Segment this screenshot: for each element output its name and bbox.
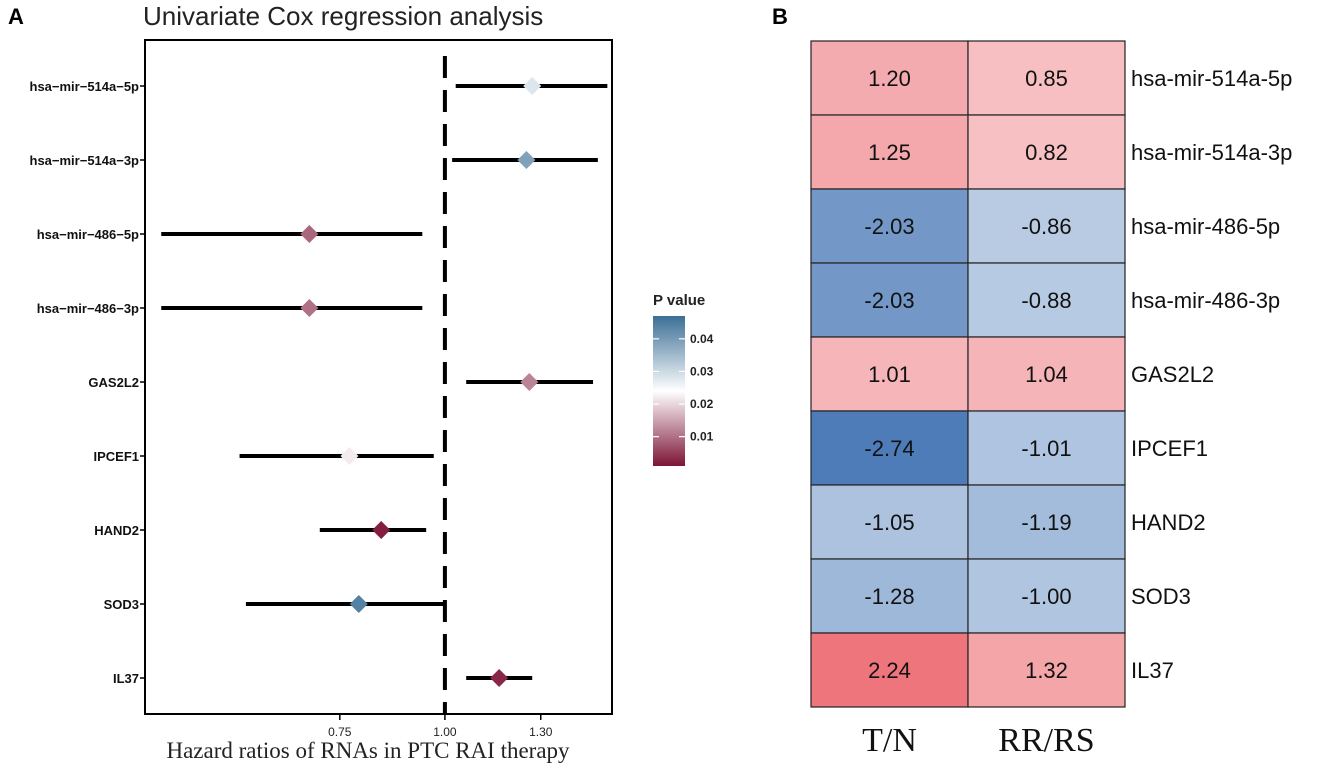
y-tick-label: SOD3 [104, 597, 139, 612]
heatmap-cell [810, 410, 969, 486]
y-tick-label: IPCEF1 [93, 449, 139, 464]
heatmap-cell [810, 40, 969, 116]
x-tick-label: 1.30 [529, 725, 553, 739]
hr-point [349, 595, 368, 613]
panel-b-heatmap: B 1.20 0.85 hsa-mir-514a-5p 1.25 0.82 hsa-mir… [772, 4, 1292, 759]
hr-point [300, 299, 319, 317]
hr-point [490, 669, 509, 687]
heatmap-cell [810, 336, 969, 412]
heatmap-cell-value: -1.00 [1021, 584, 1071, 609]
hr-point [300, 225, 319, 243]
heatmap-cell-value: -2.03 [864, 214, 914, 239]
forest-x-axis-label: Hazard ratios of RNAs in PTC RAI therapy [166, 738, 570, 763]
panel-a-letter: A [8, 4, 24, 29]
heatmap-cell [810, 114, 969, 190]
heatmap-cell [810, 262, 969, 338]
legend-tick-label: 0.02 [690, 397, 714, 411]
heatmap-cell [967, 336, 1126, 412]
hr-point [340, 447, 359, 465]
legend-tick-label: 0.04 [690, 332, 714, 346]
heatmap-cell [967, 188, 1126, 264]
heatmap-cell-value: 1.25 [868, 140, 911, 165]
heatmap-row-label: hsa-mir-514a-5p [1131, 66, 1292, 91]
legend-ticks: 0.04 0.03 0.02 0.01 [653, 332, 714, 444]
heatmap-row-label: SOD3 [1131, 584, 1191, 609]
heatmap-cell [967, 558, 1126, 634]
y-tick-label: HAND2 [94, 523, 139, 538]
y-tick-label: hsa−mir−514a−5p [30, 79, 140, 94]
panel-a-forest-plot: A Univariate Cox regression analysis hsa… [8, 1, 714, 763]
heatmap-cell-value: -1.28 [864, 584, 914, 609]
heatmap-row-label: hsa-mir-486-3p [1131, 288, 1280, 313]
heatmap-row-label: IL37 [1131, 658, 1174, 683]
heatmap-cell-value: -1.19 [1021, 510, 1071, 535]
heatmap-cell [967, 632, 1126, 708]
heatmap-cell-value: -1.01 [1021, 436, 1071, 461]
heatmap-column-label: T/N [862, 722, 917, 759]
y-tick-label: hsa−mir−486−5p [37, 227, 139, 242]
hr-point [520, 373, 539, 391]
legend-colorbar [653, 316, 685, 466]
y-tick-label: hsa−mir−514a−3p [30, 153, 140, 168]
heatmap-cell-value: -2.03 [864, 288, 914, 313]
heatmap-cell [967, 40, 1126, 116]
legend-tick-label: 0.01 [690, 430, 714, 444]
panel-b-letter: B [772, 4, 788, 29]
hr-point [523, 77, 542, 95]
forest-title: Univariate Cox regression analysis [143, 1, 543, 31]
heatmap-row-label: hsa-mir-486-5p [1131, 214, 1280, 239]
heatmap-cell-value: 0.85 [1025, 66, 1068, 91]
legend-tick-label: 0.03 [690, 364, 714, 378]
pvalue-legend: P value 0.04 0.03 0.02 0.01 [653, 292, 714, 466]
heatmap-cell-value: -0.86 [1021, 214, 1071, 239]
heatmap-row-label: HAND2 [1131, 510, 1206, 535]
heatmap-row-label: IPCEF1 [1131, 436, 1208, 461]
heatmap-cell [967, 262, 1126, 338]
heatmap-cell [810, 558, 969, 634]
heatmap-row-label: hsa-mir-514a-3p [1131, 140, 1292, 165]
y-tick-label: IL37 [113, 671, 139, 686]
x-tick-label: 1.00 [433, 725, 457, 739]
heatmap-cell-value: 2.24 [868, 658, 911, 683]
y-tick-label: GAS2L2 [88, 375, 139, 390]
heatmap-cell-value: 0.82 [1025, 140, 1068, 165]
x-tick-label: 0.75 [328, 725, 352, 739]
heatmap-cell-value: -1.05 [864, 510, 914, 535]
heatmap-cell [810, 632, 969, 708]
y-tick-label: hsa−mir−486−3p [37, 301, 139, 316]
heatmap: 1.20 0.85 hsa-mir-514a-5p 1.25 0.82 hsa-mir-5… [810, 40, 1292, 759]
forest-plot-frame [144, 39, 613, 715]
hr-point [517, 151, 536, 169]
heatmap-cell-value: -0.88 [1021, 288, 1071, 313]
heatmap-cell [967, 484, 1126, 560]
heatmap-cell-value: 1.20 [868, 66, 911, 91]
heatmap-cell-value: 1.32 [1025, 658, 1068, 683]
heatmap-cell [967, 114, 1126, 190]
hr-point [372, 521, 391, 539]
heatmap-row-label: GAS2L2 [1131, 362, 1214, 387]
legend-title: P value [653, 292, 705, 309]
heatmap-column-label: RR/RS [998, 722, 1094, 759]
heatmap-cell-value: -2.74 [864, 436, 914, 461]
heatmap-cell-value: 1.01 [868, 362, 911, 387]
forest-marks: hsa−mir−514a−5p hsa−mir−514a−3p hsa−mir−48… [30, 56, 608, 739]
heatmap-cell [967, 410, 1126, 486]
heatmap-cell-value: 1.04 [1025, 362, 1068, 387]
